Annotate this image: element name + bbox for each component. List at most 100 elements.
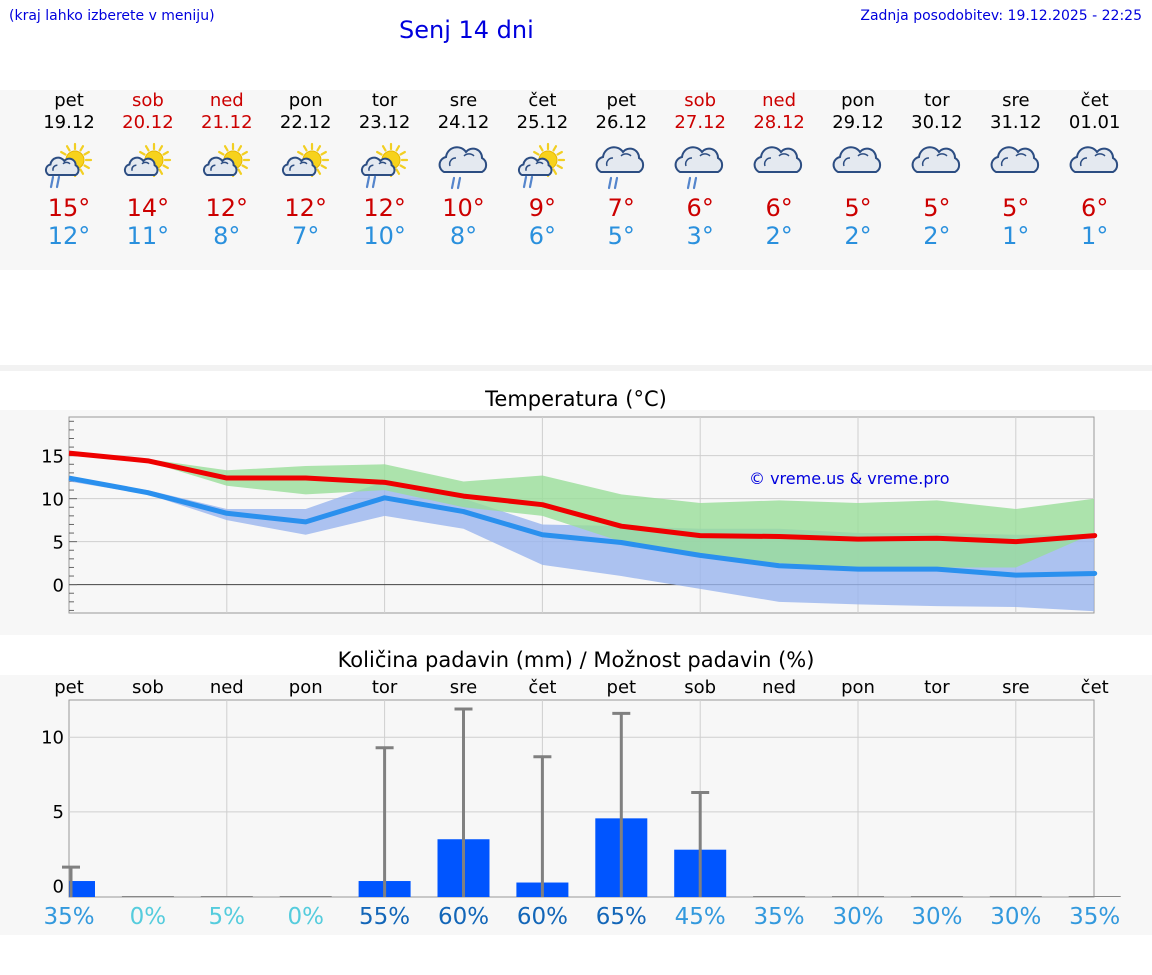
day-date: 25.12 [516,112,569,133]
day-date: 19.12 [43,112,95,133]
max-temp: 9° [528,194,557,222]
precip-chance: 30% [990,904,1042,930]
x-day-label: sob [684,677,716,698]
precip-chance: 35% [1069,904,1121,930]
last-update: Zadnja posodobitev: 19.12.2025 - 22:25 [860,8,1142,24]
cloud-shape [595,146,645,173]
sun-ray [144,145,150,152]
max-temp: 5° [923,194,951,222]
sun-cloud-rain-icon [360,142,408,189]
precip-chance: 55% [359,904,411,930]
day-name: sre [1002,90,1030,111]
day-name: sob [684,90,717,111]
max-temp: 5° [844,194,872,222]
sun-ray [316,145,321,152]
day-name: ned [762,90,797,111]
rain-drop [614,176,619,190]
sun-ray [158,145,163,152]
cloud-detail [606,153,632,167]
cloud-detail [288,161,308,172]
rain-drop [693,176,698,190]
day-date: 27.12 [674,112,726,133]
day-date: 31.12 [990,112,1042,133]
min-temp: 1° [1002,222,1030,250]
min-temp: 2° [844,222,872,250]
day-column: pet 19.12 15° 12° [29,90,109,250]
sun-ray [241,150,248,156]
sun-ray [399,164,406,170]
day-name: tor [371,90,398,111]
day-column: ned 21.12 12° 8° [187,90,267,250]
precip-chance: 60% [516,904,568,930]
precip-chance: 65% [595,904,647,930]
location-menu-hint: (kraj lahko izberete v meniju) [9,8,215,24]
day-column: ned 28.12 6° 2° [739,90,819,250]
precip-bar [69,881,95,897]
y-tick-label: 5 [53,802,64,823]
precip-bar [989,896,1042,897]
sun-ray [320,164,327,170]
max-temp: 15° [47,194,91,222]
day-column: pon 29.12 5° 2° [818,90,898,250]
precip-bar [910,896,963,897]
precip-chance: 45% [674,904,726,930]
cloud-shape [832,146,882,173]
cloud-detail [764,153,790,167]
watermark: © vreme.us & vreme.pro [749,469,950,488]
day-date: 26.12 [595,112,648,133]
precip-bar [279,896,332,897]
cloud-detail [685,153,711,167]
day-date: 30.12 [911,112,963,133]
day-column: tor 23.12 12° 10° [345,90,425,250]
cloud-shape [281,156,317,176]
cloud-icon [832,146,882,173]
precip-chance: 0% [287,904,324,930]
sun-ray [296,150,304,156]
rain-drop [523,175,528,189]
precipitation-chart: pet sob ned pon tor sre čet pet sob ned pon tor sre č… [41,677,1121,898]
cloud-detail [367,161,387,172]
sun-ray [79,145,85,152]
day-column: sre 24.12 10° 8° [424,90,504,250]
min-temp: 1° [1081,222,1109,250]
precip-chance: 5% [208,904,246,930]
precip-chance: 60% [437,904,490,930]
y-tick-label: 15 [41,447,64,468]
sun-cloud-rain-icon [518,142,566,189]
cloud-icon [911,146,961,173]
max-temp: 12° [284,194,327,222]
sun-ray [237,168,242,175]
rain-drop [456,176,461,190]
max-temp: 6° [1081,194,1109,222]
precip-chance: 30% [911,904,963,930]
day-name: čet [528,90,557,111]
cloud-rain-icon [438,146,487,190]
y-tick-label: 5 [53,533,64,554]
x-day-label: sob [132,677,164,698]
rain-drop [450,176,455,190]
day-column: pon 22.12 12° 7° [266,90,346,250]
day-column: tor 30.12 5° 2° [897,90,977,250]
min-temp: 2° [923,222,951,250]
max-temp: 14° [126,194,170,222]
max-temp: 6° [765,194,793,222]
x-day-label: pet [54,677,84,698]
rain-drop [529,175,534,189]
rain-drop [49,175,55,189]
y-tick-label: 10 [41,727,64,748]
min-range-band [69,478,1095,612]
x-day-label: ned [762,677,796,698]
rain-drop [608,176,613,190]
day-date: 22.12 [279,112,332,133]
day-name: pon [288,90,323,111]
min-temp: 6° [528,222,557,250]
cloud-shape [123,156,159,176]
rain-drop [55,175,61,189]
cloud-detail [842,153,869,167]
precip-chart-title: Količina padavin (mm) / Možnost padavin … [337,648,815,672]
day-name: pet [606,90,637,111]
day-column: sob 20.12 14° 11° [108,90,188,250]
day-column: čet 25.12 9° 6° [502,90,582,250]
cloud-icon [753,146,803,173]
cloud-icon [990,146,1039,173]
